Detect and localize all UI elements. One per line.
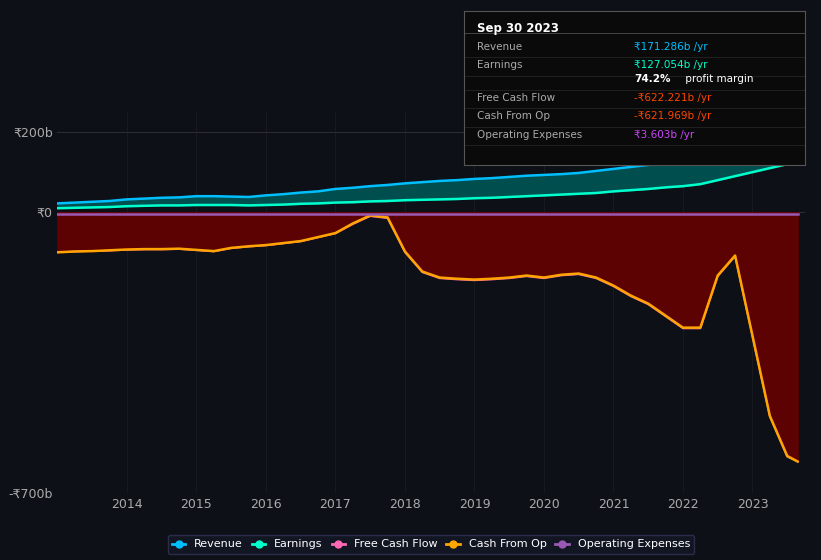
- Text: profit margin: profit margin: [682, 74, 754, 85]
- Legend: Revenue, Earnings, Free Cash Flow, Cash From Op, Operating Expenses: Revenue, Earnings, Free Cash Flow, Cash …: [167, 535, 695, 554]
- Text: 74.2%: 74.2%: [635, 74, 671, 85]
- Text: -₹622.221b /yr: -₹622.221b /yr: [635, 93, 712, 103]
- Text: Cash From Op: Cash From Op: [478, 111, 551, 122]
- Text: Revenue: Revenue: [478, 42, 523, 52]
- Text: ₹171.286b /yr: ₹171.286b /yr: [635, 42, 708, 52]
- Text: Free Cash Flow: Free Cash Flow: [478, 93, 556, 103]
- Text: Sep 30 2023: Sep 30 2023: [478, 22, 559, 35]
- Text: Earnings: Earnings: [478, 60, 523, 71]
- Text: -₹621.969b /yr: -₹621.969b /yr: [635, 111, 712, 122]
- Text: ₹3.603b /yr: ₹3.603b /yr: [635, 130, 695, 140]
- Text: Operating Expenses: Operating Expenses: [478, 130, 583, 140]
- Text: ₹127.054b /yr: ₹127.054b /yr: [635, 60, 708, 71]
